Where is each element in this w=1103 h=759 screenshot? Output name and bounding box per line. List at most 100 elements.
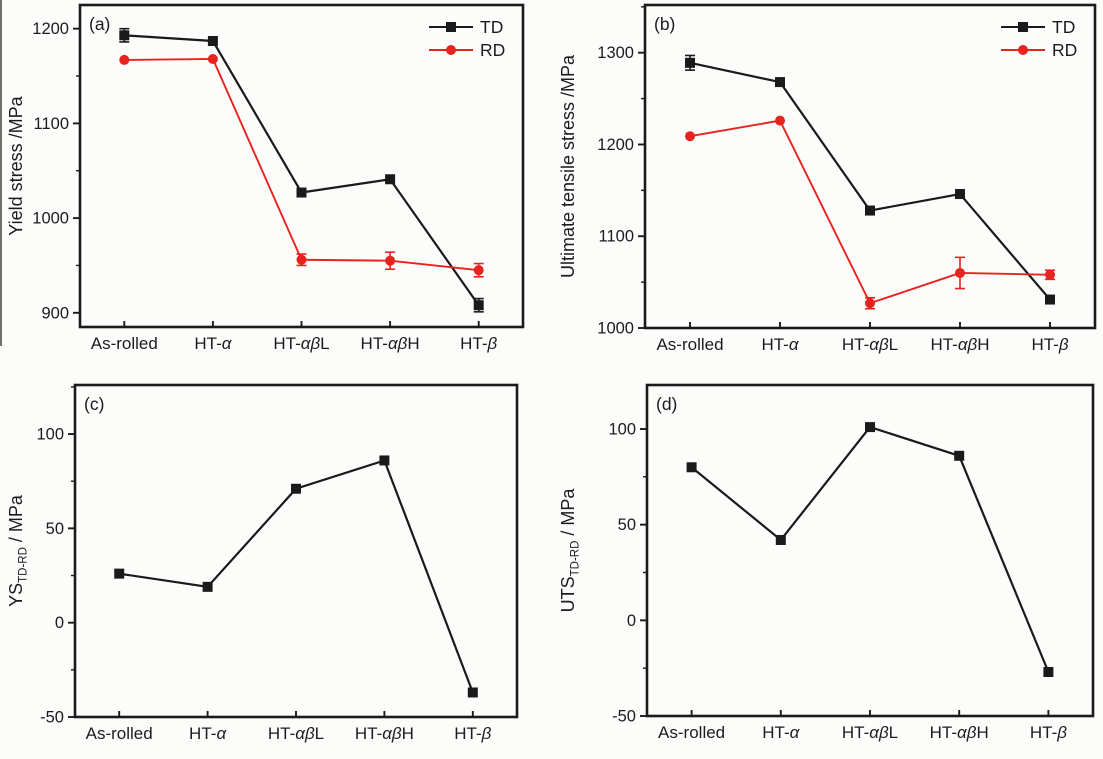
x-category-label: As-rolled bbox=[91, 334, 158, 353]
data-point-marker bbox=[1045, 294, 1055, 305]
y-axis: 900 1000 1100 1200 bbox=[32, 20, 80, 322]
panel-c-ys-difference: -50 0 50 100 As-rolled HT-α HT-αβL HT-αβH HT-β YS… bbox=[0, 380, 551, 759]
data-point-marker bbox=[467, 687, 478, 698]
x-axis: As-rolled HT-α HT-αβL HT-αβH HT-β bbox=[86, 711, 492, 743]
y-tick-label: 1200 bbox=[597, 136, 634, 154]
series-RD bbox=[119, 53, 484, 278]
y-tick-label: 1100 bbox=[34, 115, 69, 133]
series-RD bbox=[685, 115, 1055, 310]
data-point-marker bbox=[775, 534, 786, 545]
data-point-marker bbox=[296, 187, 307, 198]
x-axis: As-rolled HT-α HT-αβL HT-αβH HT-β bbox=[656, 322, 1069, 354]
data-point-marker bbox=[685, 131, 695, 142]
data-point-marker bbox=[865, 422, 875, 433]
y-axis: -50 0 50 100 bbox=[608, 421, 647, 726]
y-tick-label: 1000 bbox=[597, 320, 634, 338]
y-tick-label: -50 bbox=[40, 709, 64, 727]
plot-frame bbox=[78, 3, 525, 329]
x-axis: As-rolled HT-α HT-αβL HT-αβH HT-β bbox=[658, 710, 1067, 742]
data-point-marker bbox=[685, 57, 695, 68]
y-tick-label: -50 bbox=[612, 708, 636, 726]
y-axis-title: Yield stress /MPa bbox=[6, 95, 26, 235]
series-line bbox=[124, 58, 479, 272]
panel-tag: (b) bbox=[654, 14, 675, 34]
x-category-label: As-rolled bbox=[656, 335, 723, 354]
legend-label: TD bbox=[1052, 17, 1075, 37]
panel-b-chart: 1000 1100 1200 1300 As-rolled HT-α HT-αβL HT-αβ… bbox=[558, 3, 1097, 354]
panel-tag: (a) bbox=[89, 14, 110, 34]
x-category-label: HT-αβL bbox=[273, 334, 329, 353]
panel-a-yield-stress: 900 1000 1100 1200 As-rolled HT-α HT-αβL HT-αβH… bbox=[0, 0, 551, 379]
series-line bbox=[689, 61, 1051, 301]
plot-frame bbox=[645, 383, 1095, 718]
data-point-marker bbox=[775, 115, 785, 126]
x-category-label: HT-αβH bbox=[361, 334, 420, 353]
data-point-marker bbox=[1045, 269, 1055, 280]
x-category-label: HT-β bbox=[454, 724, 491, 743]
data-point-marker bbox=[114, 568, 125, 579]
data-point-marker bbox=[119, 54, 130, 65]
data-point-marker bbox=[955, 189, 965, 200]
y-tick-label: 50 bbox=[618, 516, 636, 534]
y-axis-minor-ticks bbox=[643, 476, 647, 669]
panel-d-uts-difference: -50 0 50 100 As-rolled HT-α HT-αβL HT-αβH HT-β UT… bbox=[552, 380, 1103, 759]
data-point-marker bbox=[686, 462, 697, 473]
y-axis-minor-ticks bbox=[641, 6, 645, 283]
x-category-label: HT-α bbox=[761, 335, 799, 354]
legend-label: TD bbox=[480, 17, 503, 37]
legend: TD RD bbox=[1001, 17, 1077, 60]
panel-tag: (d) bbox=[656, 394, 677, 414]
y-tick-label: 100 bbox=[608, 421, 636, 439]
legend-label: RD bbox=[1052, 40, 1077, 60]
x-category-label: HT-αβH bbox=[355, 724, 414, 743]
x-category-label: HT-α bbox=[194, 334, 232, 353]
y-axis-title: YSTD-RD / MPa bbox=[6, 494, 30, 607]
x-category-label: HT-αβH bbox=[930, 335, 989, 354]
legend: TD RD bbox=[429, 17, 505, 60]
legend-marker bbox=[1018, 22, 1028, 32]
x-category-label: HT-αβL bbox=[842, 335, 898, 354]
y-tick-label: 1100 bbox=[599, 228, 634, 246]
series-line bbox=[690, 425, 1050, 673]
data-point-marker bbox=[207, 53, 218, 64]
x-category-label: As-rolled bbox=[658, 723, 725, 742]
x-category-label: HT-αβL bbox=[268, 724, 324, 743]
legend-marker bbox=[446, 45, 456, 55]
y-tick-label: 1200 bbox=[32, 20, 69, 38]
x-category-label: HT-β bbox=[1030, 723, 1067, 742]
x-category-label: HT-α bbox=[189, 724, 227, 743]
series-line bbox=[119, 459, 474, 693]
y-tick-label: 900 bbox=[41, 304, 69, 322]
x-axis: As-rolled HT-α HT-αβL HT-αβH HT-β bbox=[91, 321, 498, 353]
data-point-marker bbox=[379, 455, 390, 466]
scan-edge-artifact bbox=[0, 0, 2, 346]
data-point-marker bbox=[385, 174, 396, 185]
data-point-marker bbox=[473, 300, 484, 311]
data-point-marker bbox=[954, 450, 965, 461]
y-tick-label: 50 bbox=[46, 520, 64, 538]
x-category-label: HT-αβH bbox=[930, 723, 989, 742]
series-UTS-TD-RD bbox=[686, 422, 1054, 677]
data-point-marker bbox=[865, 205, 875, 216]
legend-label: RD bbox=[480, 40, 505, 60]
data-point-marker bbox=[473, 265, 484, 276]
data-point-marker bbox=[385, 255, 396, 266]
x-category-label: As-rolled bbox=[86, 724, 153, 743]
series-TD bbox=[685, 54, 1055, 305]
data-point-marker bbox=[119, 30, 130, 41]
y-tick-label: 100 bbox=[36, 426, 64, 444]
legend-marker bbox=[446, 22, 456, 32]
x-category-label: HT-β bbox=[460, 334, 497, 353]
y-axis-title: UTSTD-RD / MPa bbox=[558, 488, 582, 613]
y-tick-label: 1300 bbox=[597, 44, 634, 62]
panel-c-chart: -50 0 50 100 As-rolled HT-α HT-αβL HT-αβH HT-β YS… bbox=[6, 383, 519, 743]
y-axis: 1000 1100 1200 1300 bbox=[597, 44, 645, 338]
panel-tag: (c) bbox=[84, 394, 104, 414]
x-category-label: HT-β bbox=[1031, 335, 1068, 354]
data-point-marker bbox=[775, 77, 785, 88]
series-YS-TD-RD bbox=[114, 455, 478, 698]
y-axis-minor-ticks bbox=[71, 386, 75, 671]
y-tick-label: 0 bbox=[627, 612, 636, 630]
y-axis: -50 0 50 100 bbox=[36, 426, 75, 727]
